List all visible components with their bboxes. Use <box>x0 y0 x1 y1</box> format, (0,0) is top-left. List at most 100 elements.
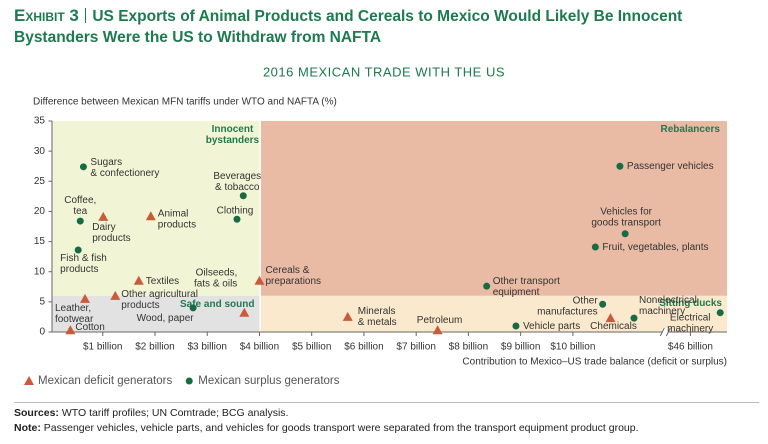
point-label: Minerals & metals <box>358 306 397 328</box>
point-label-line: & confectionery <box>90 167 159 178</box>
point-label: Animal products <box>158 208 196 230</box>
y-axis-label: Difference between Mexican MFN tariffs u… <box>33 97 337 108</box>
exhibit-label: Exhibit 3 <box>14 6 79 25</box>
x-tick-label: $9 billion <box>501 342 540 353</box>
point-label: Nonelectrical machinery <box>639 295 697 317</box>
point-label-line: machinery <box>639 306 685 317</box>
y-tick-label: 15 <box>34 236 46 247</box>
point-label-line: Sugars <box>90 156 122 167</box>
point-label: Dairy products <box>92 221 130 243</box>
point-label-line: Cereals & <box>265 264 309 275</box>
point-label-line: Fish & fish <box>60 253 107 264</box>
sources-label: Sources: <box>14 407 59 419</box>
point-label: Leather, footwear <box>55 302 94 324</box>
point-label-line: tea <box>73 206 87 217</box>
point-label-line: machinery <box>667 323 713 334</box>
point-label-line: Vehicles for <box>600 206 652 217</box>
point-label-line: Coffee, <box>64 195 96 206</box>
point-label-line: & metals <box>358 317 397 328</box>
axis-break-gap <box>662 328 669 336</box>
title-block: Exhibit 3 US Exports of Animal Products a… <box>14 5 754 48</box>
point-label-line: Oilseeds, <box>196 267 238 278</box>
note: Note: Passenger vehicles, vehicle parts,… <box>14 421 759 436</box>
axis-break-mark <box>665 327 671 337</box>
point-label-line: products <box>121 299 159 310</box>
legend-marker <box>185 377 193 385</box>
point-label: Electrical machinery <box>667 312 713 334</box>
axis-break-mark <box>659 327 665 337</box>
region-label-line: Sitting ducks <box>659 297 722 308</box>
point-label: Coffee, tea <box>64 195 96 217</box>
point-label-line: Wood, paper <box>137 313 195 324</box>
point-label-line: Textiles <box>146 275 179 286</box>
point <box>79 163 87 171</box>
separator <box>84 8 87 23</box>
region <box>260 121 727 296</box>
point-label-line: products <box>60 264 98 275</box>
point-label-line: Leather, <box>55 302 91 313</box>
point <box>133 275 144 285</box>
region-label-line: bystanders <box>206 135 260 146</box>
point-label-line: Other agricultural <box>121 288 198 299</box>
point-label-line: products <box>158 219 196 230</box>
point <box>110 290 121 300</box>
point-label: Petroleum <box>417 315 463 326</box>
title: US Exports of Animal Products and Cereal… <box>14 8 683 46</box>
x-tick-label: $7 billion <box>396 342 435 353</box>
point-label-line: Petroleum <box>417 315 463 326</box>
point-label-line: goods transport <box>591 217 661 228</box>
point <box>233 215 241 223</box>
region-label: Sitting ducks <box>659 297 722 308</box>
point-label: Clothing <box>217 205 254 216</box>
y-tick-label: 10 <box>34 266 46 277</box>
chart-title: 2016 MEXICAN TRADE WITH THE US <box>263 64 505 79</box>
point-label: Textiles <box>146 275 179 286</box>
footer: Sources: WTO tariff profiles; UN Comtrad… <box>14 402 759 435</box>
y-tick-label: 20 <box>34 206 46 217</box>
region-label: Safe and sound <box>180 298 254 309</box>
point-label-line: fats & oils <box>194 278 237 289</box>
x-tick-label: $46 billion <box>668 342 713 353</box>
point <box>342 311 353 321</box>
point-label: Cereals & preparations <box>265 264 321 286</box>
point-label-line: & tobacco <box>215 181 260 192</box>
point <box>605 313 616 323</box>
point-label-line: products <box>92 232 130 243</box>
note-label: Note: <box>14 421 41 434</box>
point-label: Other manufactures <box>537 295 598 317</box>
point-label-line: Fruit, vegetables, plants <box>602 242 708 253</box>
point-label: Vehicle parts <box>523 321 580 332</box>
y-tick-label: 25 <box>34 176 46 187</box>
point-label: Passenger vehicles <box>627 161 714 172</box>
point-label: Sugars & confectionery <box>90 156 159 178</box>
y-tick-label: 35 <box>34 116 46 127</box>
note-text: Passenger vehicles, vehicle parts, and v… <box>43 421 639 434</box>
y-tick-label: 5 <box>39 296 45 307</box>
x-tick-label: $2 billion <box>135 342 174 353</box>
y-tick-label: 30 <box>34 146 46 157</box>
point-label-line: footwear <box>55 313 94 324</box>
point-label: Fish & fish products <box>60 253 107 275</box>
point-label-line: Electrical <box>670 312 711 323</box>
point-label-line: Chemicals <box>590 321 637 332</box>
point <box>432 325 443 335</box>
x-axis-label: Contribution to Mexico–US trade balance … <box>462 357 727 368</box>
point <box>74 246 82 254</box>
x-tick-label: $8 billion <box>449 342 488 353</box>
point <box>145 211 156 221</box>
point-label: Beverages & tobacco <box>213 170 261 192</box>
point-label-line: Cotton <box>75 322 104 333</box>
point-label: Wood, paper <box>137 313 195 324</box>
region-label: Innocent bystanders <box>206 124 260 146</box>
point-label: Fruit, vegetables, plants <box>602 242 708 253</box>
point <box>239 192 247 200</box>
point <box>79 293 90 303</box>
x-tick-label: $5 billion <box>292 342 331 353</box>
point-label: Chemicals <box>590 321 637 332</box>
point-label-line: manufactures <box>537 306 598 317</box>
point-label-line: Minerals <box>358 306 396 317</box>
point <box>591 243 599 251</box>
point-label: Cotton <box>75 322 104 333</box>
point <box>621 230 629 238</box>
point-label-line: preparations <box>265 275 321 286</box>
